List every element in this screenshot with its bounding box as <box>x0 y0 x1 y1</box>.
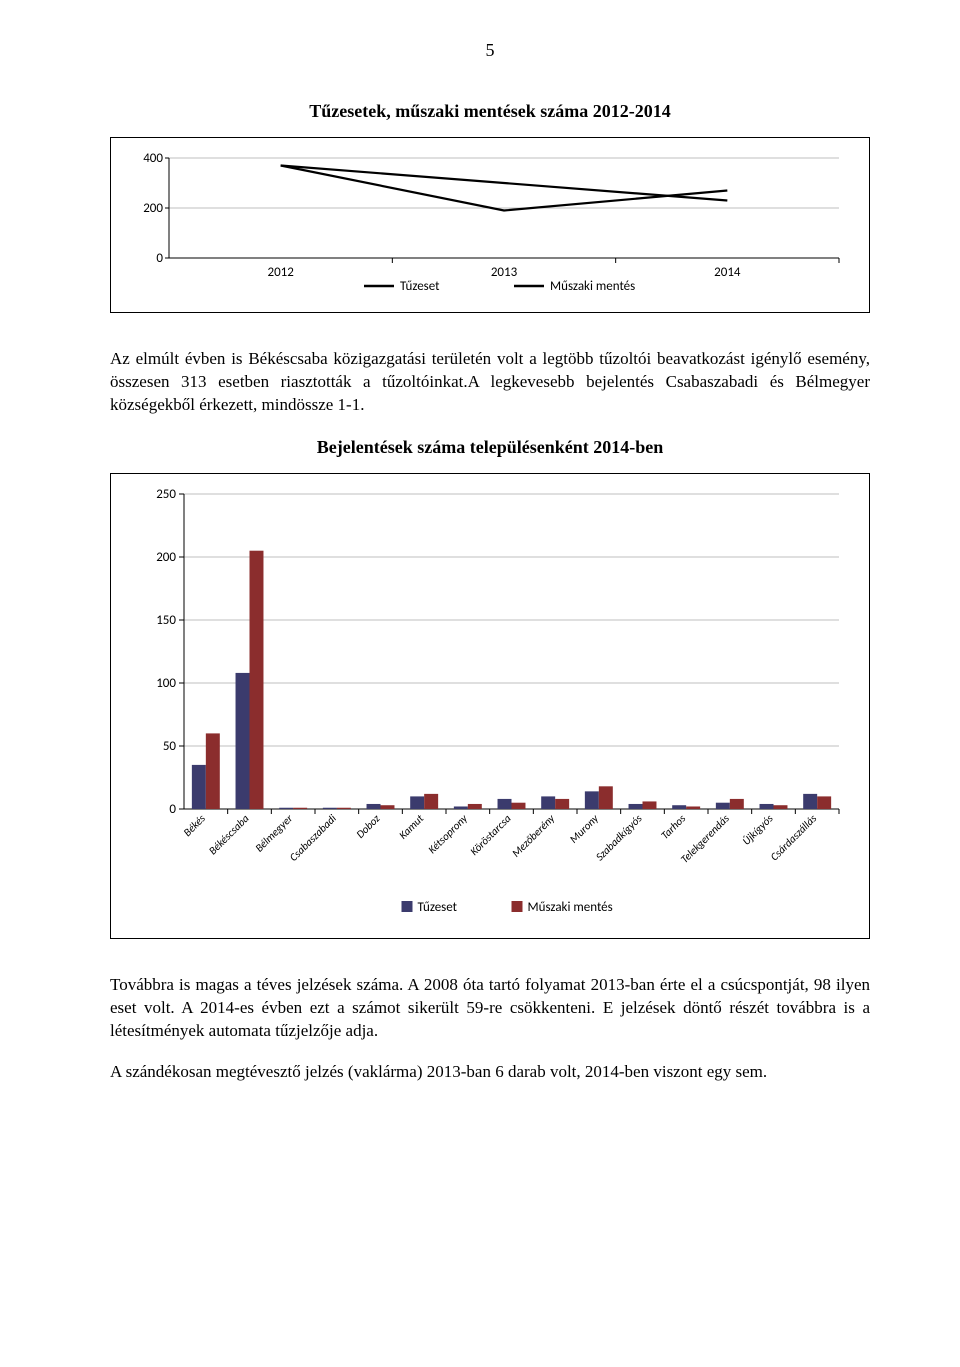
svg-text:Doboz: Doboz <box>354 811 383 840</box>
svg-text:2014: 2014 <box>714 265 741 280</box>
svg-text:200: 200 <box>143 201 163 216</box>
svg-text:Tarhos: Tarhos <box>658 811 689 842</box>
svg-text:Tűzeset: Tűzeset <box>400 279 440 294</box>
paragraph-3: A szándékosan megtévesztő jelzés (vaklár… <box>110 1061 870 1084</box>
paragraph-2: Továbbra is magas a téves jelzések száma… <box>110 974 870 1043</box>
svg-text:Murony: Murony <box>567 811 602 846</box>
svg-text:200: 200 <box>156 550 176 565</box>
svg-text:Mezőberény: Mezőberény <box>509 811 558 860</box>
svg-text:Tűzeset: Tűzeset <box>418 900 458 915</box>
svg-text:150: 150 <box>156 613 176 628</box>
svg-text:0: 0 <box>169 802 176 817</box>
page-number: 5 <box>110 40 870 61</box>
svg-text:400: 400 <box>143 151 163 166</box>
svg-text:2012: 2012 <box>267 265 294 280</box>
paragraph-1: Az elmúlt évben is Békéscsaba közigazgat… <box>110 348 870 417</box>
svg-text:Kétsoprony: Kétsoprony <box>426 811 471 856</box>
svg-text:Műszaki mentés: Műszaki mentés <box>528 900 613 915</box>
svg-text:50: 50 <box>163 739 177 754</box>
svg-text:Köröstarcsa: Köröstarcsa <box>468 812 514 858</box>
line-chart: 0 200 400 2012 2013 2014 Tűzeset Műszaki mentés <box>129 148 849 298</box>
svg-text:Csabaszabadi: Csabaszabadi <box>287 811 339 863</box>
svg-text:250: 250 <box>156 487 176 502</box>
svg-text:Csárdaszállás: Csárdaszállás <box>768 811 820 863</box>
svg-text:Bélmegyer: Bélmegyer <box>253 812 296 855</box>
svg-text:Újkígyós: Újkígyós <box>740 811 776 847</box>
svg-text:Műszaki mentés: Műszaki mentés <box>550 279 635 294</box>
chart1-box: 0 200 400 2012 2013 2014 Tűzeset Műszaki mentés <box>110 137 870 313</box>
svg-text:Szabadkígyós: Szabadkígyós <box>593 811 645 863</box>
svg-text:Kamut: Kamut <box>396 812 426 842</box>
chart1-title: Tűzesetek, műszaki mentések száma 2012-2… <box>110 101 870 122</box>
chart2-box: 050100150200250BékésBékéscsabaBélmegyerC… <box>110 473 870 939</box>
svg-text:0: 0 <box>156 251 163 266</box>
bar-chart: 050100150200250BékésBékéscsabaBélmegyerC… <box>129 484 849 924</box>
svg-text:Békés: Békés <box>181 811 209 839</box>
chart2-title: Bejelentések száma településenként 2014-… <box>110 437 870 458</box>
svg-text:Békéscsaba: Békéscsaba <box>206 812 252 858</box>
svg-text:2013: 2013 <box>491 265 518 280</box>
svg-text:100: 100 <box>156 676 176 691</box>
